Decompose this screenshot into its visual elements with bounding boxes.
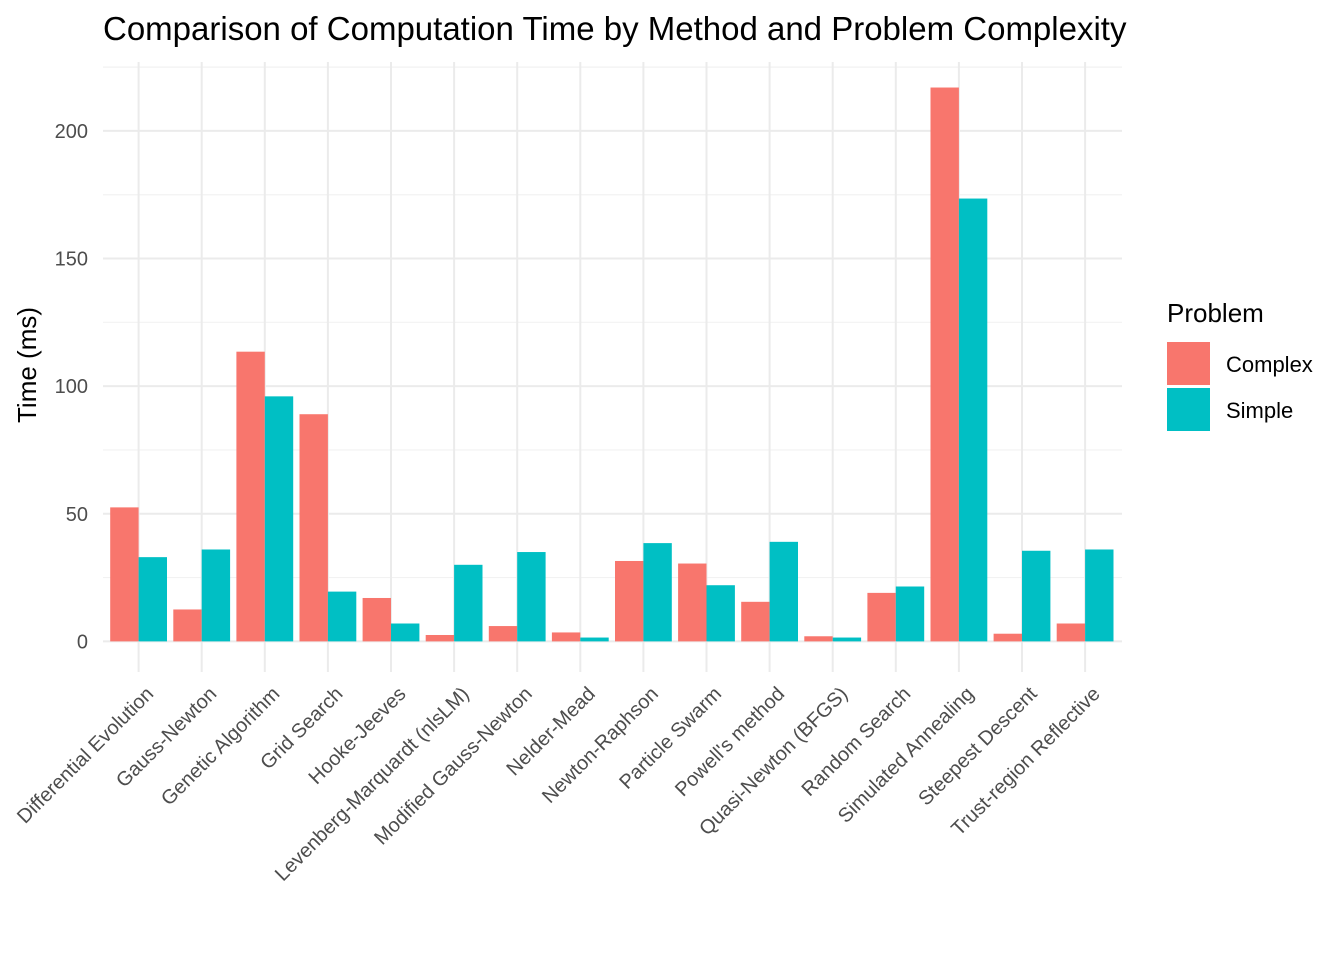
bar-simple [1085, 549, 1114, 642]
bar-complex [236, 351, 265, 642]
bar-complex [930, 87, 959, 642]
bar-simple [895, 586, 925, 642]
legend-key-simple [1167, 388, 1210, 431]
bar-complex [741, 601, 770, 642]
bar-simple [201, 549, 231, 642]
y-tick-label: 100 [55, 376, 88, 398]
bar-simple [769, 541, 798, 642]
y-tick-label: 0 [77, 631, 88, 653]
x-axis-ticks: Differential EvolutionGauss-NewtonGeneti… [13, 683, 1105, 886]
bar-simple [580, 637, 609, 642]
bar-complex [425, 634, 455, 642]
legend-key-complex [1167, 342, 1210, 385]
bar-complex [488, 626, 518, 642]
bar-complex [993, 633, 1022, 642]
bar-simple [1022, 550, 1051, 642]
bar-simple [138, 557, 167, 642]
x-tick-label: Powell's method [671, 683, 789, 801]
legend: Problem Complex Simple [1167, 298, 1313, 431]
bar-complex [1056, 623, 1086, 642]
bar-simple [517, 552, 546, 642]
legend-title: Problem [1167, 298, 1264, 328]
bar-complex [299, 414, 328, 642]
x-tick-label: Steepest Descent [914, 683, 1042, 811]
bar-complex [173, 609, 202, 642]
bar-complex [110, 507, 139, 642]
bar-simple [264, 396, 294, 642]
bar-simple [327, 591, 357, 642]
bar-simple [832, 637, 862, 642]
bar-simple [706, 585, 735, 642]
x-tick-label: Newton-Raphson [538, 683, 663, 808]
bar-complex [551, 632, 581, 642]
bar-complex [678, 563, 707, 642]
bars [110, 87, 1114, 642]
y-tick-label: 200 [55, 121, 88, 143]
bar-simple [454, 564, 483, 642]
y-axis-title: Time (ms) [12, 307, 42, 423]
bar-complex [804, 636, 833, 642]
chart-title: Comparison of Computation Time by Method… [103, 10, 1127, 47]
bar-simple [391, 623, 420, 642]
y-tick-label: 150 [55, 249, 88, 271]
bar-complex [362, 597, 391, 642]
x-tick-label: Genetic Algorithm [157, 683, 284, 810]
bar-simple [643, 543, 672, 642]
x-tick-label: Random Search [798, 683, 916, 801]
y-tick-label: 50 [66, 504, 88, 526]
legend-label-simple: Simple [1226, 398, 1293, 423]
legend-label-complex: Complex [1226, 352, 1313, 377]
bar-simple [958, 198, 988, 642]
bar-complex [867, 592, 896, 642]
y-axis-ticks: 0 50 100 150 200 [55, 121, 88, 653]
bar-complex [615, 560, 644, 642]
